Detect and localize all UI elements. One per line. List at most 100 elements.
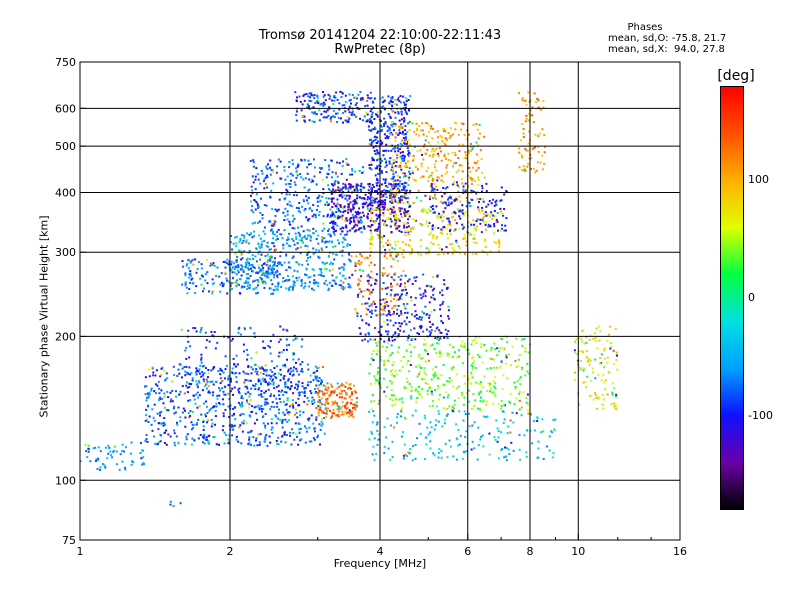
- data-point: [607, 370, 610, 373]
- data-point: [399, 180, 402, 183]
- data-point: [391, 170, 394, 173]
- data-point: [433, 149, 436, 152]
- data-point: [245, 372, 248, 375]
- data-point: [492, 366, 495, 369]
- data-point: [377, 200, 380, 203]
- data-point: [375, 273, 378, 276]
- data-point: [416, 375, 419, 378]
- data-point: [261, 264, 264, 267]
- data-point: [576, 353, 579, 355]
- data-point: [293, 352, 296, 355]
- data-point: [406, 339, 409, 342]
- data-point: [446, 413, 449, 416]
- data-point: [325, 401, 328, 404]
- data-point: [432, 178, 435, 181]
- data-point: [479, 218, 482, 221]
- data-point: [393, 220, 396, 223]
- data-point: [391, 352, 394, 355]
- data-point: [465, 205, 468, 208]
- data-point: [160, 373, 163, 376]
- data-point: [200, 274, 203, 277]
- data-point: [210, 418, 213, 421]
- data-point: [268, 256, 271, 258]
- data-point: [293, 227, 296, 230]
- data-point: [230, 380, 232, 383]
- data-point: [397, 148, 400, 150]
- data-point: [227, 438, 230, 441]
- data-point: [267, 388, 270, 391]
- data-point: [519, 383, 522, 386]
- data-point: [315, 208, 318, 211]
- data-point: [413, 130, 416, 133]
- data-point: [491, 218, 494, 220]
- data-point: [301, 391, 304, 394]
- data-point: [485, 190, 488, 193]
- data-point: [419, 176, 422, 179]
- data-point: [312, 398, 315, 401]
- data-point: [401, 397, 403, 400]
- data-point: [507, 425, 510, 428]
- data-point: [444, 202, 447, 205]
- data-point: [313, 97, 316, 100]
- data-point: [406, 142, 408, 145]
- data-point: [371, 111, 374, 114]
- data-point: [357, 293, 359, 296]
- data-point: [255, 368, 258, 371]
- data-point: [366, 120, 369, 123]
- data-point: [173, 432, 176, 435]
- data-point: [408, 167, 411, 170]
- data-point: [187, 340, 190, 343]
- data-point: [227, 377, 230, 380]
- data-point: [185, 435, 188, 438]
- data-point: [522, 128, 525, 130]
- data-point: [428, 301, 431, 304]
- data-point: [292, 431, 295, 434]
- data-point: [390, 394, 393, 397]
- data-point: [255, 351, 258, 354]
- data-point: [345, 224, 348, 227]
- data-point: [366, 215, 369, 218]
- data-point: [235, 273, 238, 276]
- data-point: [527, 403, 530, 406]
- data-point: [405, 211, 408, 214]
- data-point: [157, 441, 160, 444]
- data-point: [430, 205, 433, 208]
- data-point: [392, 194, 395, 197]
- data-point: [205, 367, 207, 369]
- data-point: [611, 393, 614, 396]
- data-point: [332, 227, 335, 230]
- data-point: [416, 397, 419, 399]
- data-point: [458, 195, 461, 198]
- data-point: [347, 211, 349, 214]
- data-point: [446, 408, 449, 410]
- data-point: [479, 222, 482, 225]
- data-point: [167, 433, 170, 436]
- data-point: [313, 158, 315, 161]
- data-point: [387, 113, 390, 116]
- data-point: [146, 441, 149, 443]
- data-point: [440, 174, 443, 177]
- data-point: [328, 395, 331, 398]
- data-point: [487, 225, 490, 228]
- data-point: [331, 240, 333, 243]
- data-point: [326, 392, 329, 395]
- data-point: [460, 345, 463, 348]
- data-point: [262, 340, 265, 343]
- data-point: [390, 370, 393, 373]
- data-point: [472, 253, 475, 256]
- data-point: [442, 187, 445, 189]
- data-point: [279, 255, 282, 258]
- data-point: [463, 253, 466, 255]
- data-point: [286, 210, 289, 213]
- data-point: [340, 287, 343, 290]
- data-point: [420, 162, 423, 165]
- data-point: [400, 118, 403, 121]
- data-point: [400, 293, 403, 296]
- data-point: [383, 99, 386, 102]
- data-point: [413, 303, 416, 306]
- data-point: [259, 182, 262, 185]
- data-point: [368, 238, 371, 240]
- data-point: [507, 448, 510, 451]
- data-point: [401, 253, 404, 256]
- data-point: [427, 123, 430, 126]
